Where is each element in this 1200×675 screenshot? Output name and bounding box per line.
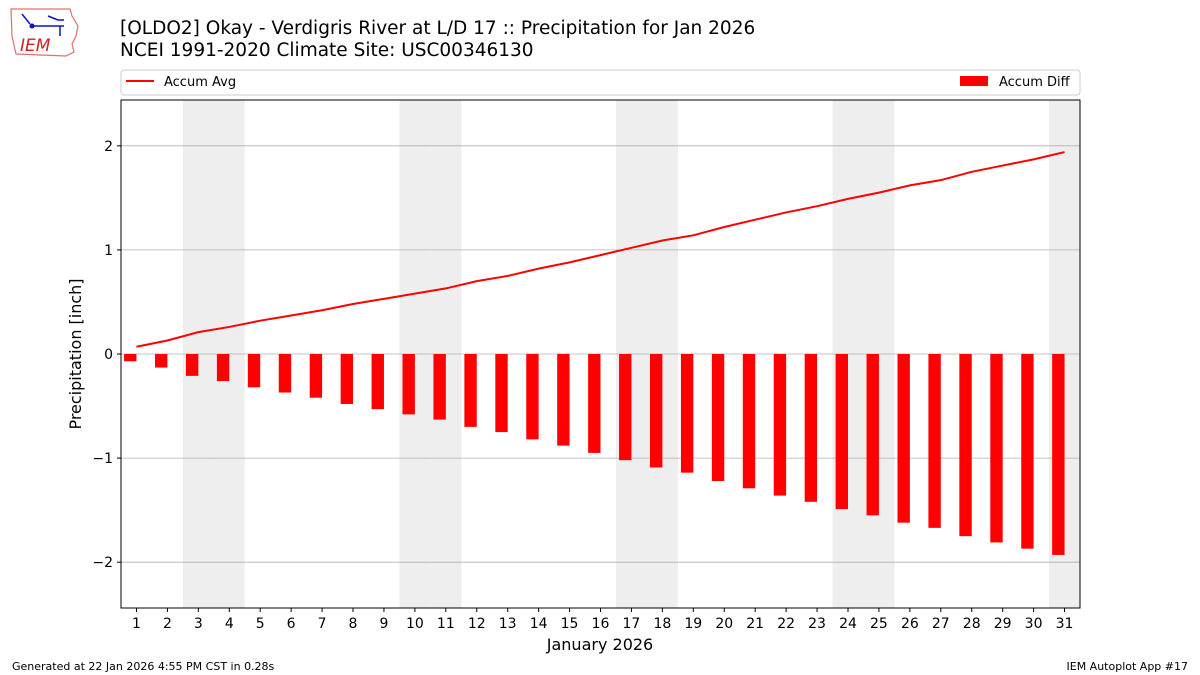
x-tick-label: 25 bbox=[870, 616, 888, 632]
x-tick-label: 13 bbox=[499, 616, 517, 632]
accum-diff-bar bbox=[155, 354, 168, 368]
accum-diff-bar bbox=[247, 354, 261, 388]
x-tick-label: 12 bbox=[468, 616, 486, 632]
x-tick-label: 28 bbox=[963, 616, 981, 632]
accum-diff-bar bbox=[340, 354, 354, 404]
x-tick-label: 5 bbox=[256, 616, 265, 632]
x-tick-label: 19 bbox=[684, 616, 702, 632]
accum-diff-bar bbox=[680, 354, 694, 473]
x-tick-label: 9 bbox=[379, 616, 388, 632]
accum-diff-bar bbox=[990, 354, 1003, 543]
x-tick-label: 16 bbox=[592, 616, 610, 632]
x-tick-label: 26 bbox=[901, 616, 919, 632]
accum-diff-bar bbox=[649, 354, 663, 468]
x-tick-label: 21 bbox=[746, 616, 764, 632]
y-tick-label: −1 bbox=[92, 451, 113, 467]
accum-diff-bar bbox=[588, 354, 601, 453]
accum-diff-bar bbox=[619, 354, 632, 461]
legend: Accum Avg Accum Diff bbox=[120, 69, 1081, 96]
accum-diff-bar bbox=[804, 354, 818, 502]
generated-note: Generated at 22 Jan 2026 4:55 PM CST in … bbox=[12, 660, 275, 673]
accum-diff-bar bbox=[433, 354, 446, 420]
accum-diff-bar bbox=[557, 354, 570, 446]
svg-text:IEM: IEM bbox=[20, 36, 51, 56]
x-tick-label: 10 bbox=[406, 616, 424, 632]
x-tick-label: 17 bbox=[623, 616, 641, 632]
legend-accum-avg: Accum Avg bbox=[164, 75, 236, 90]
y-tick-label: 2 bbox=[104, 139, 113, 155]
x-tick-label: 22 bbox=[777, 616, 795, 632]
accum-diff-bar bbox=[402, 354, 415, 415]
y-tick-label: −2 bbox=[92, 555, 113, 571]
x-tick-label: 15 bbox=[561, 616, 579, 632]
accum-diff-bar bbox=[742, 354, 756, 489]
chart-title: [OLDO2] Okay - Verdigris River at L/D 17… bbox=[120, 18, 756, 39]
x-tick-label: 29 bbox=[994, 616, 1012, 632]
accum-diff-bar bbox=[309, 354, 323, 398]
y-tick-label: 1 bbox=[104, 243, 113, 259]
accum-diff-bar bbox=[371, 354, 384, 410]
y-axis-label: Precipitation [inch] bbox=[66, 278, 85, 429]
legend-accum-diff: Accum Diff bbox=[999, 75, 1071, 90]
x-tick-label: 23 bbox=[808, 616, 826, 632]
accum-diff-bar bbox=[216, 354, 230, 382]
accum-diff-bar bbox=[495, 354, 508, 433]
legend-bar-swatch bbox=[960, 76, 988, 86]
accum-diff-bar bbox=[866, 354, 879, 516]
accum-diff-bar bbox=[464, 354, 477, 427]
x-tick-label: 18 bbox=[653, 616, 671, 632]
x-tick-label: 2 bbox=[163, 616, 172, 632]
accum-diff-bar bbox=[185, 354, 199, 376]
accum-diff-bar bbox=[1052, 354, 1065, 555]
x-tick-label: 6 bbox=[287, 616, 296, 632]
chart-subtitle: NCEI 1991-2020 Climate Site: USC00346130 bbox=[120, 40, 534, 61]
x-tick-label: 11 bbox=[437, 616, 455, 632]
accum-diff-bar bbox=[959, 354, 972, 537]
iem-logo: IEM bbox=[8, 6, 80, 62]
app-note: IEM Autoplot App #17 bbox=[1066, 660, 1189, 673]
accum-diff-bar bbox=[773, 354, 787, 496]
x-tick-label: 8 bbox=[349, 616, 358, 632]
x-tick-label: 27 bbox=[932, 616, 950, 632]
accum-diff-bar bbox=[526, 354, 539, 440]
x-tick-label: 24 bbox=[839, 616, 857, 632]
x-tick-label: 3 bbox=[194, 616, 203, 632]
accum-diff-bar bbox=[835, 354, 848, 510]
x-axis-label: January 2026 bbox=[546, 635, 653, 654]
accum-diff-bar bbox=[897, 354, 910, 523]
x-tick-label: 30 bbox=[1025, 616, 1043, 632]
accum-avg-line bbox=[136, 151, 1065, 348]
accum-diff-bar bbox=[1021, 354, 1034, 549]
accum-diff-bar bbox=[928, 354, 941, 528]
y-tick-label: 0 bbox=[104, 347, 113, 363]
x-tick-label: 14 bbox=[530, 616, 548, 632]
x-tick-label: 31 bbox=[1056, 616, 1074, 632]
accum-diff-bar bbox=[124, 354, 137, 362]
x-tick-label: 7 bbox=[318, 616, 327, 632]
accum-diff-bar bbox=[278, 354, 292, 393]
x-tick-label: 1 bbox=[132, 616, 141, 632]
accum-diff-bar bbox=[711, 354, 725, 481]
x-tick-label: 4 bbox=[225, 616, 234, 632]
x-tick-label: 20 bbox=[715, 616, 733, 632]
